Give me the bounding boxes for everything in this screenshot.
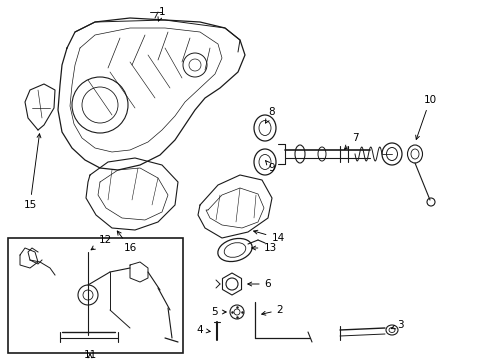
Text: 13: 13 <box>251 243 276 253</box>
Text: 5: 5 <box>211 307 226 317</box>
Text: 14: 14 <box>253 230 284 243</box>
Text: 8: 8 <box>265 107 275 123</box>
Text: 10: 10 <box>415 95 436 139</box>
Text: 7: 7 <box>344 133 358 149</box>
Text: 15: 15 <box>23 134 41 210</box>
Text: 12: 12 <box>91 235 111 250</box>
Text: 4: 4 <box>196 325 210 335</box>
Text: 6: 6 <box>247 279 271 289</box>
Text: 9: 9 <box>265 161 275 173</box>
Text: 2: 2 <box>261 305 283 315</box>
Text: 16: 16 <box>117 231 136 253</box>
Text: 11: 11 <box>83 350 97 360</box>
Bar <box>8 238 183 353</box>
Text: 3: 3 <box>390 320 403 330</box>
Text: 1: 1 <box>158 7 165 21</box>
